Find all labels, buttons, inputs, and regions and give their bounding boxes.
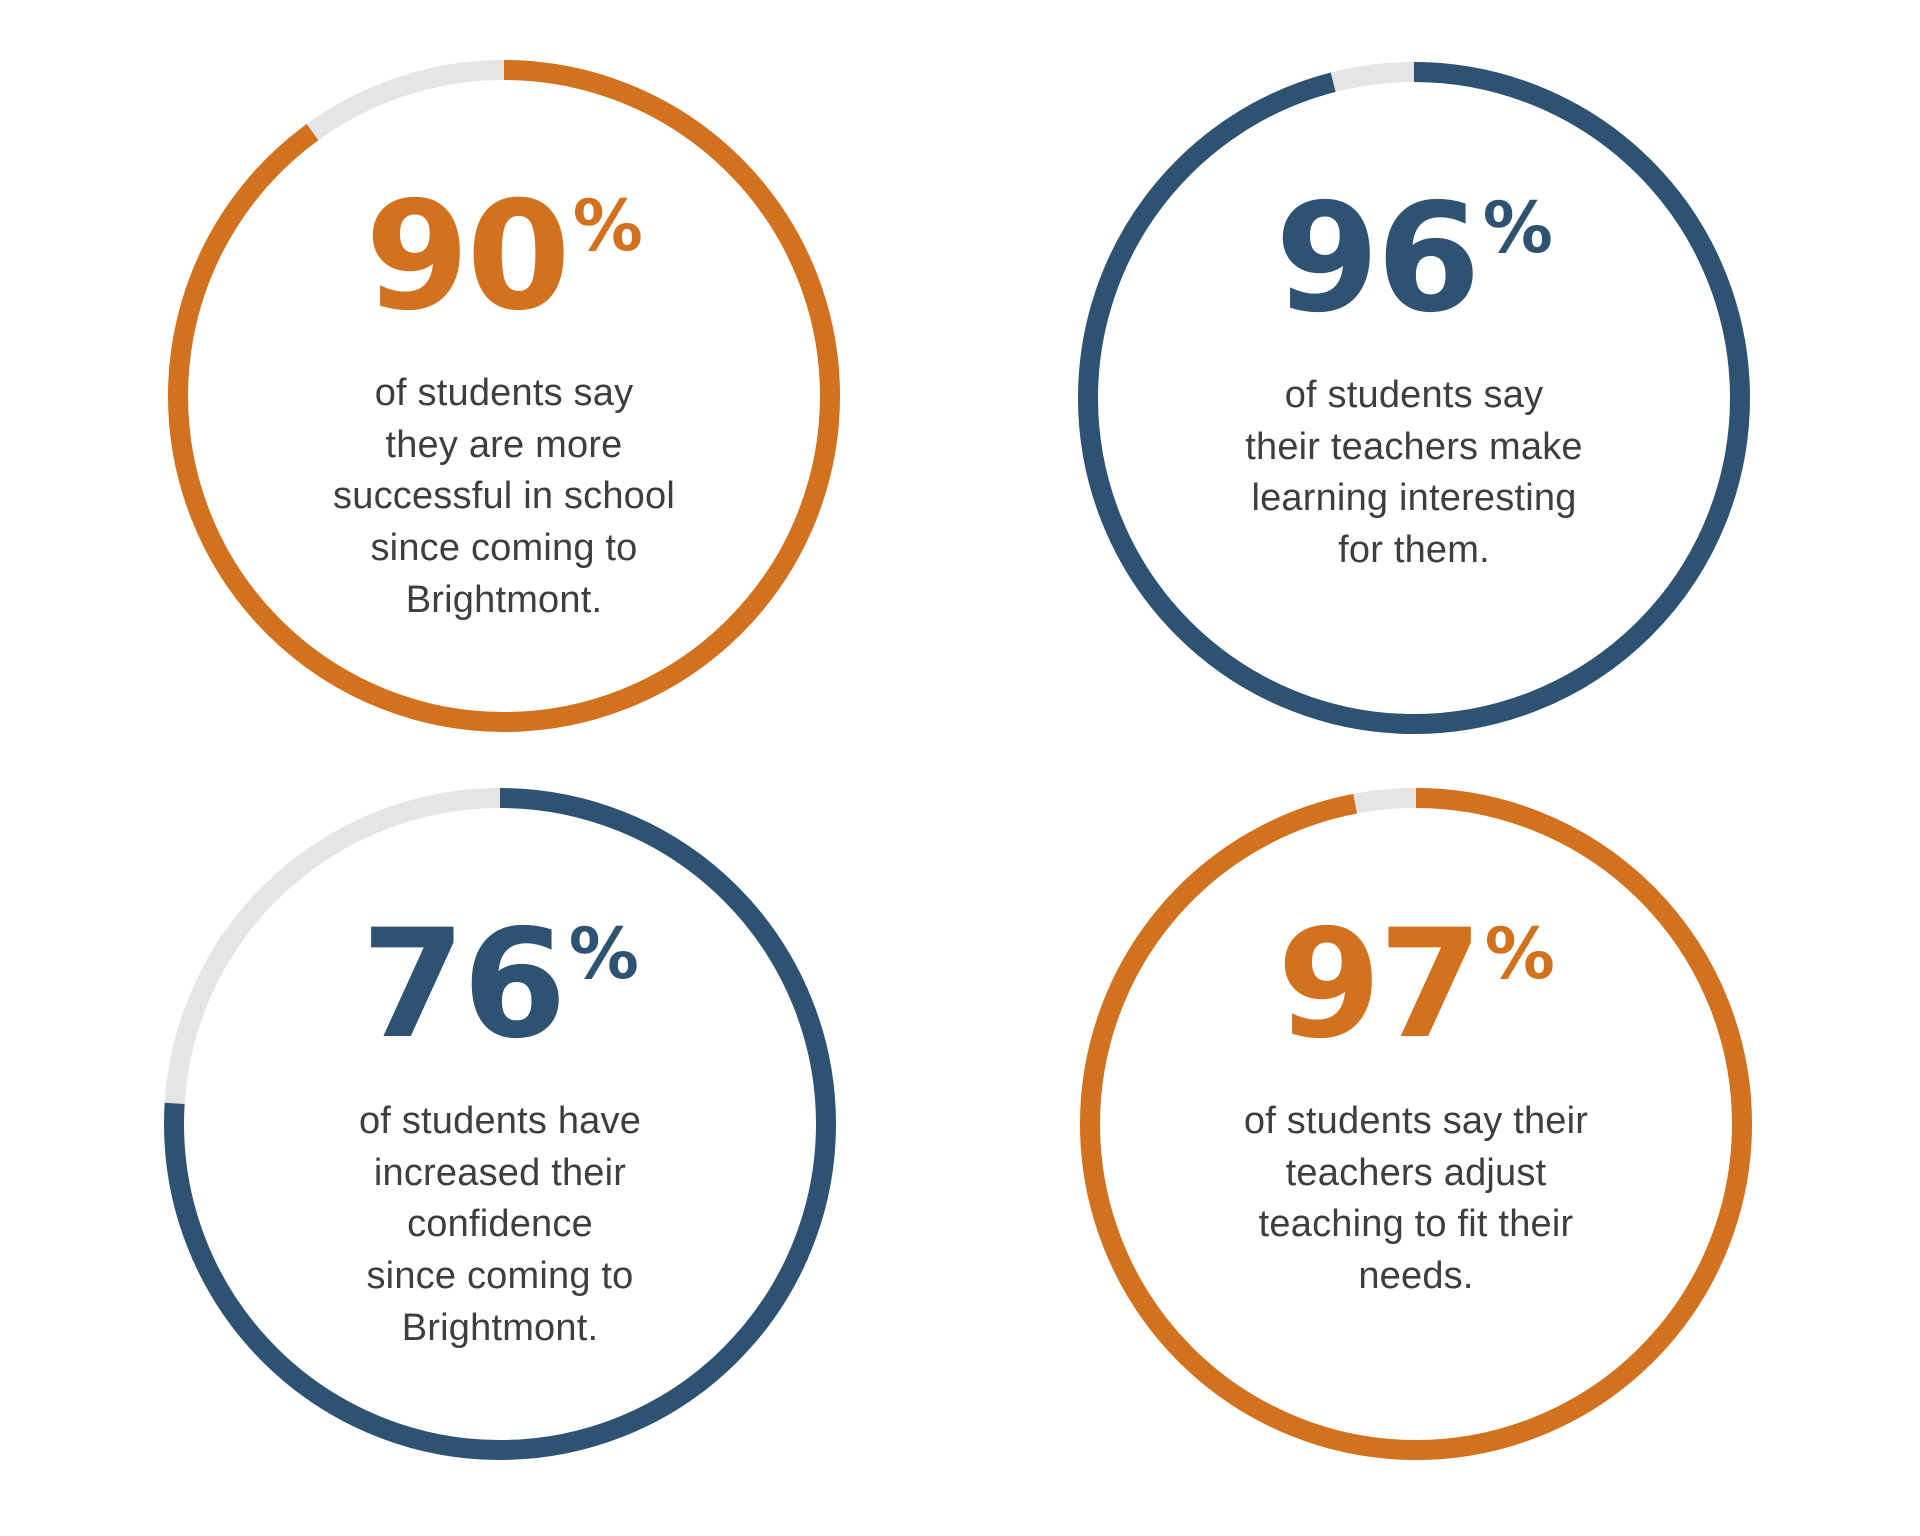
stat-number: 76 [361, 898, 567, 1072]
donut-value-arc [168, 60, 840, 732]
donut-value-arc [164, 788, 836, 1460]
donut-value-arc [1078, 62, 1750, 734]
donut-chart [1078, 62, 1750, 734]
percent-sign: % [1484, 913, 1555, 995]
stat-number: 96 [1275, 172, 1481, 346]
donut-chart [168, 60, 840, 732]
stat-card: 97 % of students say their teachers adju… [1080, 788, 1752, 1460]
stat-card: 90 % of students say they are more succe… [168, 60, 840, 732]
stat-description: of students say their teachers make lear… [1245, 374, 1583, 572]
stat-content: 97 % of students say their teachers adju… [1080, 788, 1752, 1460]
donut-chart [1080, 788, 1752, 1460]
stat-description: of students say their teachers adjust te… [1243, 1100, 1589, 1298]
stat-value: 90 % [365, 182, 643, 332]
stat-content: 90 % of students say they are more succe… [168, 60, 840, 732]
stat-card: 76 % of students have increased their co… [164, 788, 836, 1460]
stat-description: of students have increased their confide… [358, 1100, 642, 1349]
donut-value-arc [1080, 788, 1752, 1460]
percent-sign: % [572, 185, 643, 267]
stat-content: 76 % of students have increased their co… [164, 788, 836, 1460]
stat-number: 90 [365, 170, 571, 344]
stat-description: of students say they are more successful… [333, 372, 675, 621]
stat-content: 96 % of students say their teachers make… [1078, 62, 1750, 734]
stat-value: 97 % [1277, 910, 1555, 1060]
percent-sign: % [568, 913, 639, 995]
stat-number: 97 [1277, 898, 1483, 1072]
stat-card: 96 % of students say their teachers make… [1078, 62, 1750, 734]
percent-sign: % [1482, 187, 1553, 269]
stat-value: 76 % [361, 910, 639, 1060]
stat-value: 96 % [1275, 184, 1553, 334]
donut-chart [164, 788, 836, 1460]
